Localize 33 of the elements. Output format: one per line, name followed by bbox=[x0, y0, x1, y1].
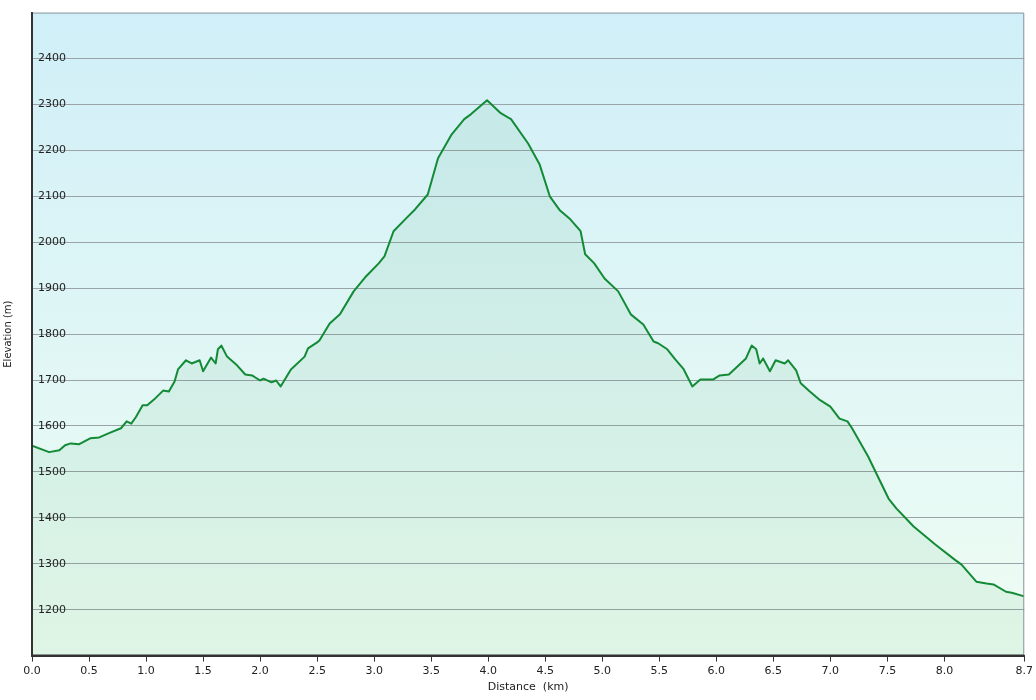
x-tick-label: 8.0 bbox=[935, 664, 954, 678]
y-tick-label: 1400 bbox=[38, 510, 66, 524]
x-tick-label: 1.5 bbox=[194, 664, 212, 678]
x-tick-label: 6.5 bbox=[764, 664, 783, 678]
x-tick-label: 7.5 bbox=[878, 664, 897, 678]
x-tick-label: 3.5 bbox=[422, 664, 440, 678]
y-tick-label: 1200 bbox=[38, 602, 66, 616]
x-tick-label: 1.0 bbox=[137, 664, 155, 678]
y-axis-title: Elevation (m) bbox=[1, 300, 13, 368]
x-tick-label: 3.0 bbox=[365, 664, 383, 678]
y-tick-label: 1800 bbox=[38, 326, 66, 340]
x-tick-label: 8.7 bbox=[1015, 664, 1033, 678]
x-tick-label: 2.5 bbox=[308, 664, 326, 678]
y-tick-label: 1600 bbox=[38, 418, 66, 432]
y-tick-label: 2200 bbox=[38, 143, 66, 157]
y-tick-label: 2100 bbox=[38, 189, 66, 203]
y-tick-label: 1300 bbox=[38, 556, 66, 570]
x-tick-label: 2.0 bbox=[251, 664, 269, 678]
x-tick-label: 7.0 bbox=[821, 664, 840, 678]
x-tick-label: 6.0 bbox=[707, 664, 726, 678]
x-tick-label: 4.5 bbox=[536, 664, 554, 678]
x-tick-label: 5.0 bbox=[593, 664, 612, 678]
y-tick-label: 1900 bbox=[38, 281, 66, 295]
y-tick-label: 1500 bbox=[38, 464, 66, 478]
x-tick-label: 0.5 bbox=[80, 664, 98, 678]
x-tick-label: 0.0 bbox=[23, 664, 41, 678]
x-tick-label: 4.0 bbox=[479, 664, 497, 678]
y-tick-label: 2000 bbox=[38, 235, 66, 249]
x-tick-label: 5.5 bbox=[650, 664, 669, 678]
y-tick-label: 1700 bbox=[38, 372, 66, 386]
x-axis-title: Distance (km) bbox=[487, 680, 569, 694]
y-tick-label: 2400 bbox=[38, 51, 66, 65]
y-tick-label: 2300 bbox=[38, 97, 66, 111]
